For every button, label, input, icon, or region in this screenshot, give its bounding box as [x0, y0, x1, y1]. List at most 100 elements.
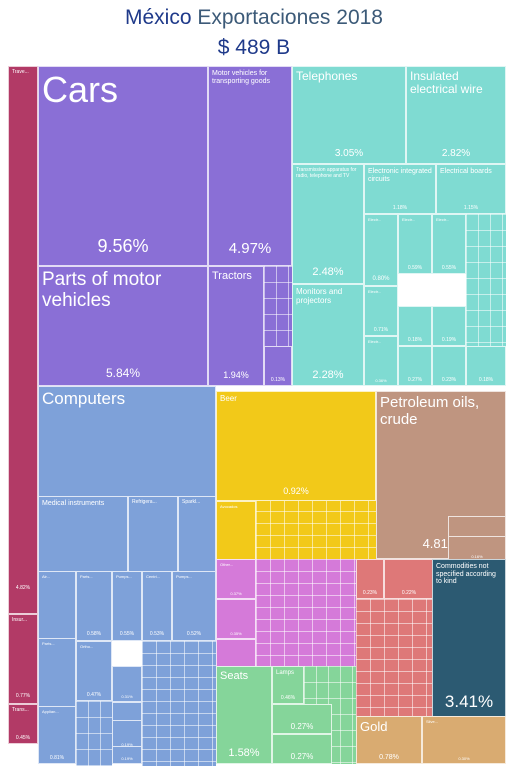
treemap-tile: Electr... 0.80% — [364, 214, 398, 286]
tile-share: 1.15% — [463, 205, 479, 211]
tile-share: 4.97% — [228, 240, 272, 257]
treemap-filler-machinery — [76, 701, 112, 766]
treemap-tile: Commodities not specified according to k… — [432, 559, 506, 719]
tile-label: Centri... — [146, 574, 161, 579]
treemap-tile: 0.27% — [272, 734, 332, 764]
tile-share: 0.27% — [290, 752, 314, 761]
treemap-tile: 0.13% — [264, 346, 292, 386]
tile-label: Pumps... — [116, 574, 132, 579]
tile-label: Insur... — [12, 617, 28, 623]
tile-label: Avocados — [220, 504, 238, 509]
treemap-tile: Parts... 0.58% — [76, 571, 112, 641]
tile-share: 0.16% — [471, 554, 483, 559]
tile-label: Trans... — [12, 707, 29, 713]
treemap-tile: Telephones 3.05% — [292, 66, 406, 164]
tile-share: 0.81% — [49, 755, 65, 761]
treemap-tile: 0.18% — [398, 306, 432, 346]
treemap-tile: Insur... 0.77% — [8, 614, 38, 704]
treemap-tile: Transmission apparatus for radio, teleph… — [292, 164, 364, 284]
tile-share: 0.52% — [186, 631, 202, 637]
tile-share: 0.92% — [283, 486, 309, 496]
tile-label: Electr... — [368, 339, 382, 344]
tile-share: 1.94% — [223, 370, 249, 380]
treemap-filler-textiles — [256, 559, 356, 666]
treemap-tile: Electrical boards 1.15% — [436, 164, 506, 214]
treemap-tile: Trave... 4.82% — [8, 66, 38, 614]
tile-share: 0.37% — [230, 591, 242, 596]
tile-share: 0.46% — [280, 695, 296, 701]
tile-label: Transmission apparatus for radio, teleph… — [296, 167, 357, 179]
treemap-tile: 0.27% — [272, 704, 332, 734]
tile-label: Seats — [220, 670, 249, 682]
tile-label: Sparkl... — [182, 499, 201, 505]
treemap-tile: Electr... 0.59% — [398, 214, 432, 274]
tile-share: 0.45% — [15, 735, 31, 741]
tile-label: Tractors — [212, 270, 252, 282]
tile-share: 0.55% — [119, 631, 135, 637]
tile-label: Petroleum oils, crude — [380, 394, 480, 428]
tile-label: Medical instruments — [42, 500, 105, 507]
treemap-tile: 0.16% — [448, 536, 506, 562]
tile-share: 0.13% — [270, 377, 286, 383]
tile-label: Commodities not specified according to k… — [436, 563, 496, 586]
tile-label: Parts... — [80, 574, 93, 579]
tile-label: Ortho... — [80, 644, 94, 649]
treemap-filler-vehicles — [264, 266, 292, 346]
treemap-tile: 0.22% — [384, 559, 434, 599]
tile-label: Beer — [220, 394, 237, 403]
tile-share: 0.19% — [441, 337, 457, 343]
treemap-tile: 0.35% — [216, 599, 256, 639]
treemap-tile: 0.23% — [356, 559, 384, 599]
treemap-tile: 0.31% — [112, 666, 142, 702]
tile-label: Monitors and projectors — [296, 287, 343, 305]
tile-share: 3.41% — [444, 692, 494, 711]
treemap-filler-metals — [356, 599, 432, 716]
treemap-tile: Electronic integrated circuits 1.18% — [364, 164, 436, 214]
treemap-tile: Motor vehicles for transporting goods 4.9… — [208, 66, 292, 266]
tile-label: Lamps — [276, 670, 295, 676]
tile-share: 0.23% — [441, 377, 457, 383]
treemap-tile: Cars 9.56% — [38, 66, 208, 266]
treemap-filler-machinery — [142, 641, 216, 766]
tile-label: Silve... — [426, 719, 439, 724]
total-value: $ 489 B — [217, 36, 291, 59]
tile-label: Electrical boards — [440, 168, 492, 175]
tile-share: 1.58% — [228, 747, 260, 759]
tile-share: 9.56% — [97, 236, 149, 256]
treemap-tile: Other... 0.37% — [216, 559, 256, 599]
tile-label: Pumps... — [176, 574, 192, 579]
tile-share: 5.84% — [105, 366, 141, 380]
treemap-tile: 0.18% — [466, 346, 506, 386]
treemap-tile: Electr... 0.71% — [364, 286, 398, 336]
tile-label: Electr... — [402, 217, 416, 222]
treemap-tile: Centri... 0.53% — [142, 571, 172, 641]
tile-share: 4.82% — [15, 585, 31, 591]
tile-share: 0.55% — [441, 265, 457, 271]
tile-label: Parts... — [42, 641, 55, 646]
tile-share: 0.18% — [478, 377, 494, 383]
tile-label: Cars — [42, 69, 119, 110]
tile-label: Insulated electrical wire — [410, 69, 483, 97]
tile-share: 0.78% — [379, 754, 399, 761]
treemap-tile: Seats 1.58% — [216, 666, 272, 764]
tile-label: Parts of motor vehicles — [42, 269, 162, 311]
treemap-tile: Pumps... 0.55% — [112, 571, 142, 641]
country-name: México — [124, 6, 192, 29]
tile-share: 0.53% — [149, 631, 165, 637]
treemap: Trave... 4.82% Insur... 0.77% Trans... 0.45% C… — [8, 66, 506, 766]
chart-title: México Exportaciones 2018 — [0, 6, 508, 30]
treemap-tile: Gold 0.78% — [356, 716, 422, 764]
tile-share: 0.59% — [407, 265, 423, 271]
tile-label: Electronic integrated circuits — [368, 168, 432, 183]
tile-label: Applian... — [42, 709, 59, 714]
treemap-tile: Pumps... 0.52% — [172, 571, 216, 641]
tile-share: 0.35% — [230, 631, 242, 636]
tile-share: 0.71% — [373, 327, 389, 333]
treemap-tile: Ortho... 0.47% — [76, 641, 112, 701]
treemap-tile: Lamps 0.46% — [272, 666, 304, 704]
tile-share: 0.19% — [121, 742, 133, 747]
tile-label: Gold — [360, 719, 388, 734]
treemap-tile: Beer 0.92% — [216, 391, 376, 501]
tile-share: 0.18% — [407, 337, 423, 343]
tile-share: 0.22% — [401, 590, 417, 596]
